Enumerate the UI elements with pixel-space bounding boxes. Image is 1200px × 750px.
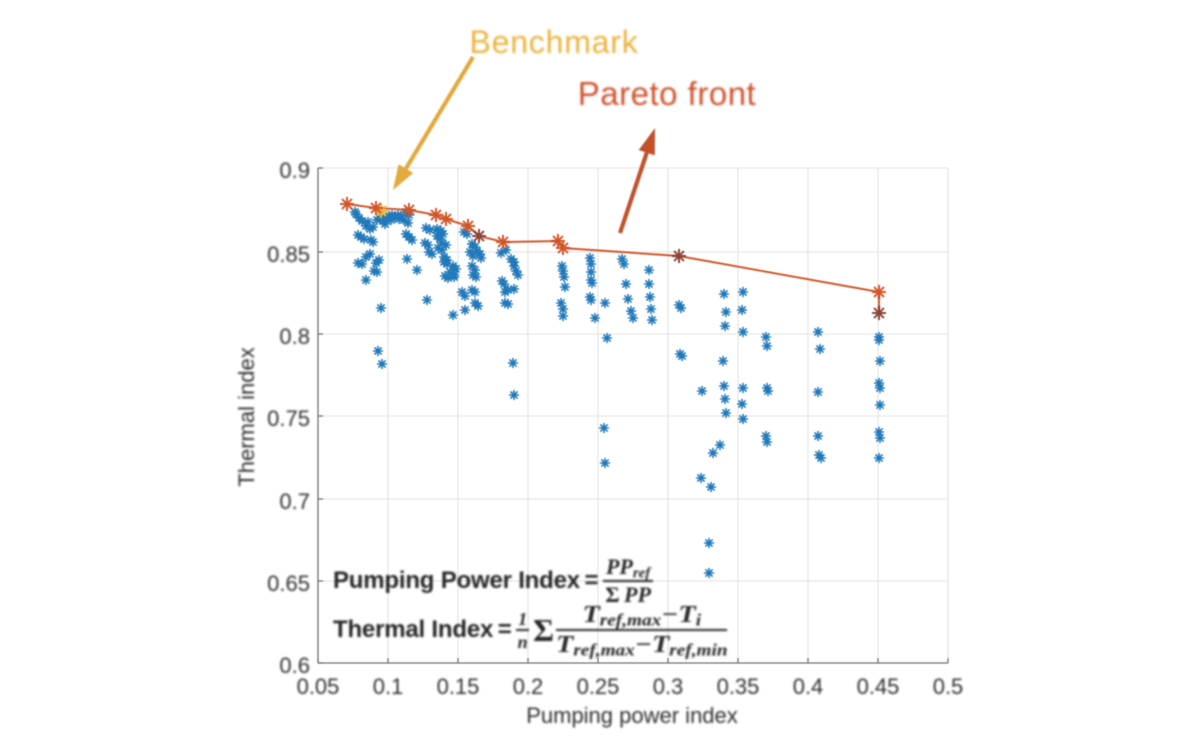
svg-text:0.2: 0.2 [513, 674, 544, 699]
svg-text:Thermal index: Thermal index [234, 347, 259, 486]
svg-text:0.05: 0.05 [297, 674, 340, 699]
svg-text:0.3: 0.3 [653, 674, 684, 699]
svg-text:0.45: 0.45 [857, 674, 900, 699]
svg-text:0.6: 0.6 [279, 653, 310, 678]
svg-text:0.4: 0.4 [793, 674, 824, 699]
svg-text:0.15: 0.15 [437, 674, 480, 699]
svg-text:0.7: 0.7 [279, 489, 310, 514]
svg-text:0.65: 0.65 [267, 571, 310, 596]
svg-text:0.85: 0.85 [267, 242, 310, 267]
svg-text:0.75: 0.75 [267, 406, 310, 431]
svg-text:Pumping power index: Pumping power index [526, 703, 738, 728]
svg-text:Pareto front: Pareto front [578, 75, 756, 112]
svg-text:0.35: 0.35 [717, 674, 760, 699]
svg-text:0.8: 0.8 [279, 324, 310, 349]
svg-text:0.5: 0.5 [933, 674, 964, 699]
svg-text:0.9: 0.9 [279, 158, 310, 183]
svg-text:0.25: 0.25 [577, 674, 620, 699]
svg-text:Benchmark: Benchmark [469, 24, 638, 60]
svg-text:0.1: 0.1 [373, 674, 404, 699]
